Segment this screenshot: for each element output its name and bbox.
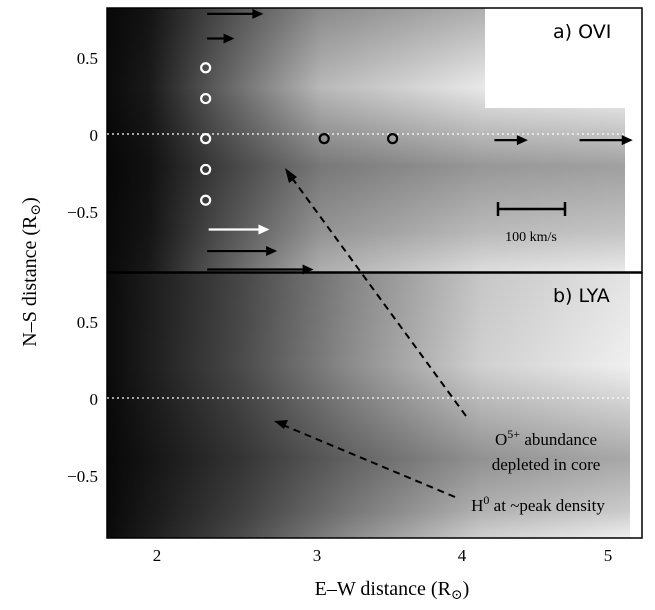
y-tick-label: 0 (90, 390, 99, 409)
x-tick-label: 3 (313, 546, 322, 565)
panel-b-label: b) LYA (553, 285, 610, 307)
y-tick-label: 0.5 (77, 49, 98, 68)
speed-marker-circle (387, 133, 399, 145)
y-tick-label: 0 (90, 126, 99, 145)
annotation-o5-line2: depleted in core (492, 455, 601, 474)
panel-a-label: a) OVI (553, 21, 611, 43)
y-tick-label: −0.5 (67, 467, 98, 486)
x-axis-label: E–W distance (R⊙) (315, 578, 470, 603)
speed-marker-circle (200, 92, 212, 105)
speed-marker-circle (318, 133, 330, 145)
speed-marker-circle (200, 163, 212, 176)
panel-a-frame (106, 7, 643, 273)
annotation-h0: H0 at ~peak density (471, 493, 605, 515)
velocity-arrow (494, 135, 528, 146)
panel-a-image (107, 8, 642, 272)
x-tick-label: 5 (604, 546, 613, 565)
speed-marker-circle (200, 133, 212, 145)
x-ticks: 2 3 4 5 (153, 546, 613, 565)
velocity-arrow (207, 8, 264, 19)
x-tick-label: 2 (153, 546, 162, 565)
velocity-arrow (208, 224, 270, 235)
y-axis-label: N–S distance (R⊙) (19, 197, 44, 347)
velocity-scale-label: 100 km/s (505, 230, 557, 245)
annotation-arrows (274, 168, 467, 498)
annotation-o5: O5+ abundance (495, 427, 597, 449)
x-tick-label: 4 (458, 546, 467, 565)
y-tick-label: 0.5 (77, 313, 98, 332)
velocity-arrow (207, 246, 278, 257)
y-tick-label: −0.5 (67, 203, 98, 222)
velocity-arrow (207, 33, 235, 44)
speed-marker-circle (200, 194, 212, 206)
panel-a-marks (200, 8, 633, 275)
panel-b-frame (106, 272, 643, 539)
velocity-arrow (207, 264, 314, 275)
panel-a-y-ticks: 0.5 0 −0.5 (67, 49, 98, 222)
velocity-arrow (579, 135, 633, 146)
velocity-scale: 100 km/s (496, 202, 567, 245)
panel-b-image (107, 273, 642, 538)
speed-marker-circle (200, 62, 212, 74)
panel-b-y-ticks: 0.5 0 −0.5 (67, 313, 98, 486)
